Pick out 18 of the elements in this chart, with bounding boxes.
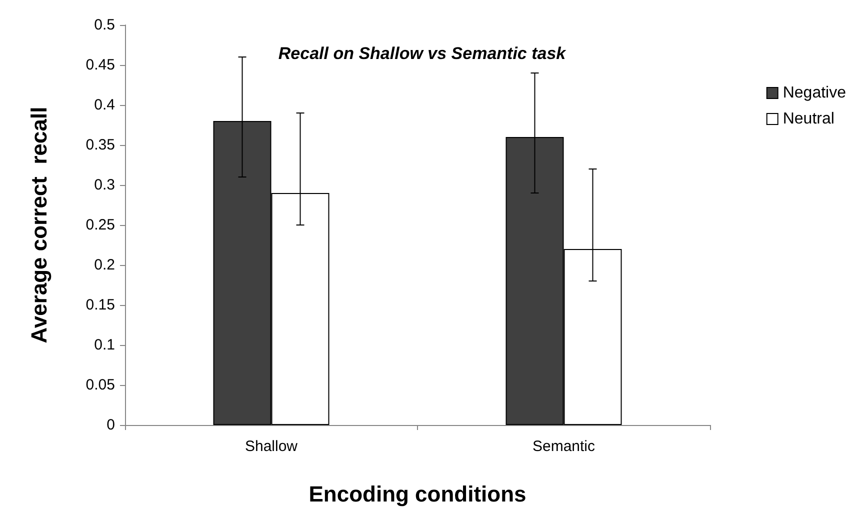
- y-tick-label: 0.45: [86, 56, 115, 74]
- y-tick-label: 0.5: [94, 16, 115, 34]
- text: Recall on Shallow vs Semantic task: [278, 44, 568, 63]
- y-tick-label: 0.05: [86, 376, 115, 394]
- y-tick-label: 0.3: [94, 176, 115, 194]
- y-tick-label: 0.15: [86, 296, 115, 314]
- y-tick-label: 0.25: [86, 216, 115, 234]
- legend-label: Negative: [782, 84, 846, 102]
- y-tick-label: 0.4: [94, 96, 115, 114]
- y-tick-label: 0.2: [94, 256, 115, 274]
- y-tick-label: 0.1: [94, 336, 115, 354]
- y-tick-label: 0.35: [86, 136, 115, 154]
- legend-label: Neutral: [782, 110, 834, 128]
- x-axis-title: Encoding conditions: [308, 482, 526, 506]
- x-tick-label: Shallow: [244, 438, 298, 455]
- y-tick-label: 0: [106, 416, 115, 434]
- x-tick-label: Semantic: [532, 438, 596, 455]
- y-axis-title: Average correct recall: [26, 106, 52, 344]
